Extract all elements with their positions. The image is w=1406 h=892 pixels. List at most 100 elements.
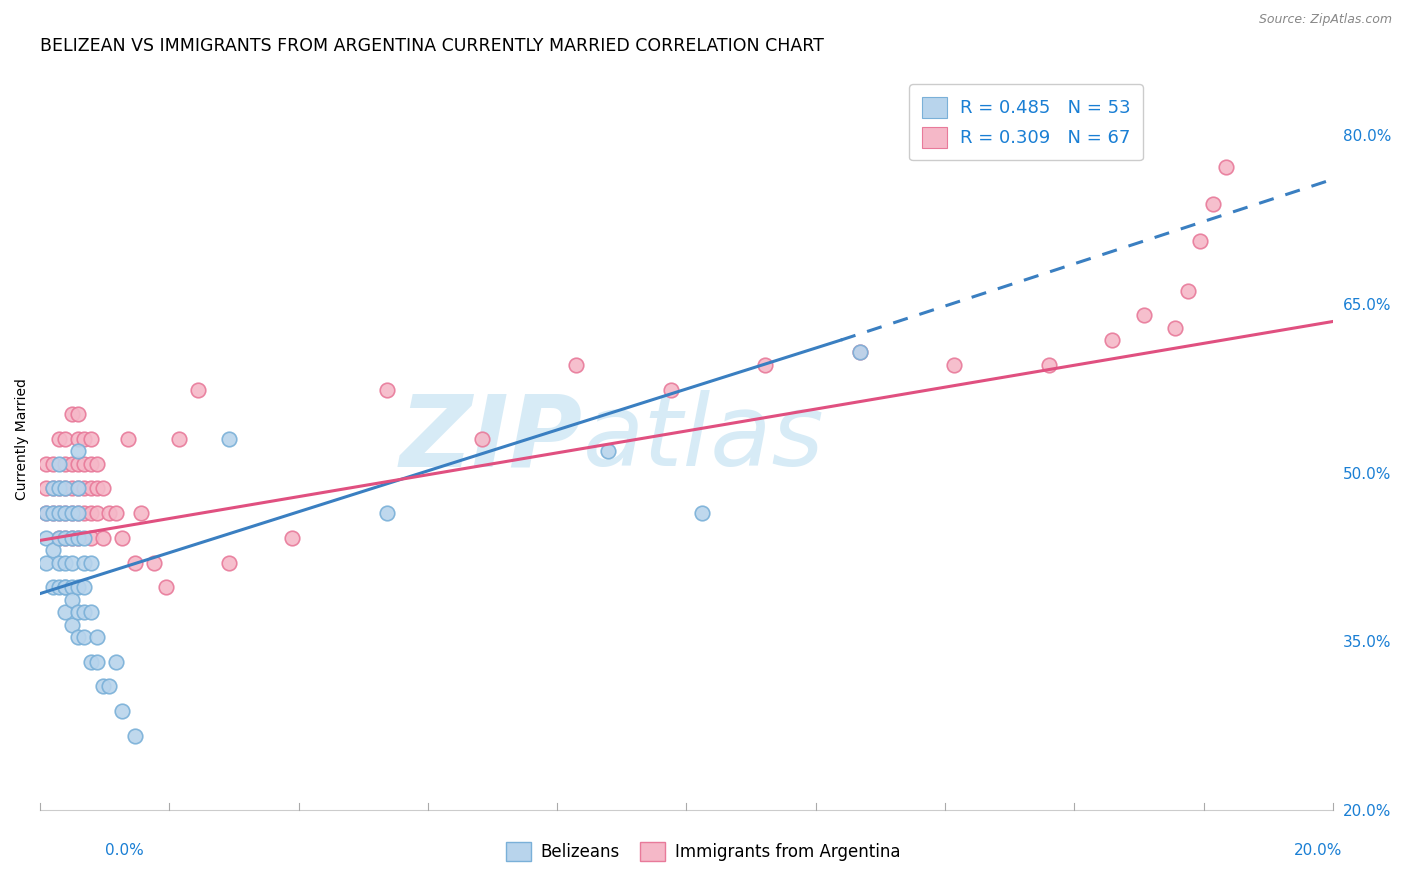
Point	[66, 605, 89, 619]
Point	[124, 729, 146, 743]
Point	[79, 531, 101, 545]
Point	[53, 457, 76, 471]
Point	[117, 432, 139, 446]
Point	[48, 531, 70, 545]
Point	[66, 444, 89, 458]
Point	[60, 592, 83, 607]
Point	[53, 531, 76, 545]
Point	[79, 457, 101, 471]
Point	[41, 457, 63, 471]
Point	[79, 432, 101, 446]
Point	[35, 531, 58, 545]
Point	[73, 556, 96, 570]
Point	[79, 605, 101, 619]
Point	[53, 605, 76, 619]
Point	[690, 506, 713, 520]
Point	[53, 432, 76, 446]
Point	[41, 482, 63, 496]
Point	[66, 457, 89, 471]
Point	[1177, 284, 1199, 298]
Point	[91, 531, 114, 545]
Point	[41, 506, 63, 520]
Point	[53, 506, 76, 520]
Point	[86, 506, 108, 520]
Point	[187, 383, 209, 397]
Point	[104, 655, 127, 669]
Point	[48, 581, 70, 595]
Point	[1202, 197, 1225, 211]
Point	[73, 482, 96, 496]
Point	[375, 383, 398, 397]
Point	[73, 432, 96, 446]
Point	[35, 482, 58, 496]
Point	[111, 531, 134, 545]
Point	[48, 432, 70, 446]
Point	[86, 457, 108, 471]
Point	[53, 581, 76, 595]
Point	[53, 581, 76, 595]
Point	[41, 506, 63, 520]
Point	[60, 581, 83, 595]
Point	[60, 556, 83, 570]
Point	[86, 482, 108, 496]
Point	[60, 506, 83, 520]
Point	[66, 506, 89, 520]
Point	[943, 358, 966, 372]
Point	[86, 655, 108, 669]
Point	[73, 531, 96, 545]
Point	[565, 358, 588, 372]
Text: Source: ZipAtlas.com: Source: ZipAtlas.com	[1258, 13, 1392, 27]
Point	[60, 617, 83, 632]
Text: 0.0%: 0.0%	[105, 843, 145, 858]
Point	[53, 556, 76, 570]
Point	[66, 432, 89, 446]
Point	[35, 506, 58, 520]
Point	[60, 482, 83, 496]
Point	[48, 482, 70, 496]
Point	[142, 556, 165, 570]
Point	[60, 407, 83, 421]
Point	[60, 531, 83, 545]
Text: ZIP: ZIP	[401, 391, 583, 488]
Point	[1215, 160, 1237, 174]
Point	[1189, 234, 1212, 248]
Point	[1164, 320, 1187, 334]
Point	[124, 556, 146, 570]
Point	[155, 581, 177, 595]
Point	[218, 556, 240, 570]
Point	[35, 556, 58, 570]
Point	[48, 457, 70, 471]
Point	[60, 531, 83, 545]
Point	[41, 543, 63, 558]
Point	[41, 581, 63, 595]
Point	[470, 432, 492, 446]
Point	[53, 482, 76, 496]
Point	[167, 432, 190, 446]
Point	[91, 679, 114, 693]
Point	[66, 482, 89, 496]
Legend: R = 0.485   N = 53, R = 0.309   N = 67: R = 0.485 N = 53, R = 0.309 N = 67	[908, 85, 1143, 161]
Text: atlas: atlas	[583, 391, 825, 488]
Point	[60, 506, 83, 520]
Point	[849, 345, 872, 359]
Point	[79, 556, 101, 570]
Point	[98, 506, 121, 520]
Point	[73, 581, 96, 595]
Point	[218, 432, 240, 446]
Point	[79, 506, 101, 520]
Point	[129, 506, 152, 520]
Point	[35, 506, 58, 520]
Point	[754, 358, 776, 372]
Point	[79, 655, 101, 669]
Point	[1038, 358, 1060, 372]
Point	[111, 704, 134, 718]
Point	[53, 482, 76, 496]
Point	[73, 457, 96, 471]
Point	[60, 457, 83, 471]
Point	[66, 482, 89, 496]
Point	[66, 581, 89, 595]
Point	[596, 444, 619, 458]
Point	[659, 383, 682, 397]
Point	[73, 605, 96, 619]
Point	[66, 531, 89, 545]
